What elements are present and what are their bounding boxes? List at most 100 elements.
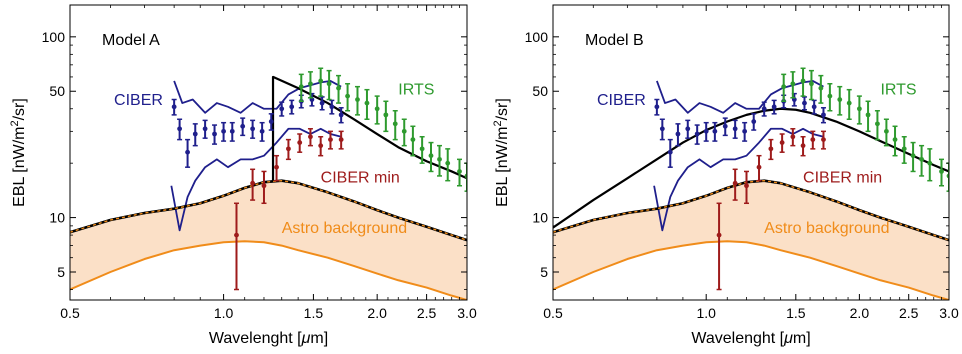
ciber-min-point xyxy=(756,154,762,182)
irts-point xyxy=(445,148,451,182)
irts-point xyxy=(901,136,907,164)
ciber-point xyxy=(667,138,673,168)
ciber-point xyxy=(771,99,777,115)
irts-point xyxy=(354,85,360,116)
ciber-point xyxy=(202,119,208,139)
panel-title: Model A xyxy=(102,32,160,49)
label-ciber: CIBER xyxy=(114,92,163,109)
astro-upper-dash xyxy=(553,179,949,241)
plot-frame xyxy=(552,4,950,301)
irts-point xyxy=(865,100,871,133)
panel-title: Model B xyxy=(585,32,644,49)
y-tick-label: 5 xyxy=(540,264,548,280)
irts-point xyxy=(419,136,425,164)
ciber-min-point xyxy=(274,154,280,182)
y-tick-label: 100 xyxy=(525,29,549,45)
ciber-point xyxy=(329,99,335,115)
irts-point xyxy=(456,158,462,187)
x-tick-label: 3.0 xyxy=(939,305,959,321)
x-tick-label: 0.5 xyxy=(60,305,80,321)
ciber-min-point xyxy=(768,138,774,161)
astro-lower-line xyxy=(70,240,467,300)
ciber-point xyxy=(811,99,817,115)
ciber-min-point xyxy=(250,168,256,201)
ciber-point xyxy=(791,92,797,107)
irts-point xyxy=(345,83,351,112)
irts-point xyxy=(410,125,416,157)
ciber-point xyxy=(319,96,325,111)
x-tick-label: 1.0 xyxy=(696,305,716,321)
y-axis-label: EBL [nW/m2/sr] xyxy=(492,98,511,207)
x-tick-label: 2.0 xyxy=(850,305,870,321)
irts-point xyxy=(939,158,945,187)
chart-panel-1: 0.5 1.0 1.5 2.0 2.5 3.0 5 10 50 100 Model A Wavelen… xyxy=(9,4,477,347)
ciber-point xyxy=(289,99,295,115)
irts-point xyxy=(846,88,852,120)
ciber-point xyxy=(171,98,177,116)
irts-point xyxy=(892,125,898,157)
astro-upper-dash xyxy=(70,179,467,241)
ciber-min-point xyxy=(810,130,816,150)
irts-point xyxy=(808,69,814,101)
ciber-point xyxy=(742,121,748,142)
ciber-point xyxy=(751,113,757,131)
ciber-min-point xyxy=(338,130,344,150)
label-irts: IRTS xyxy=(880,81,916,98)
ciber-point xyxy=(712,121,718,142)
irts-point xyxy=(883,118,889,147)
ciber-min-point xyxy=(285,138,291,161)
irts-point xyxy=(874,109,880,141)
x-axis-label: Wavelenght [μm] xyxy=(691,330,810,347)
irts-point xyxy=(837,85,843,116)
label-astro: Astro background xyxy=(282,220,407,237)
ciber-min-series xyxy=(716,128,826,291)
irts-point xyxy=(318,67,324,97)
ciber-point xyxy=(732,119,738,139)
label-irts: IRTS xyxy=(398,81,434,98)
ciber-min-point xyxy=(716,202,722,291)
label-ciber-min: CIBER min xyxy=(803,170,882,187)
model-line xyxy=(553,107,949,229)
ciber-point xyxy=(338,107,344,124)
irts-point xyxy=(307,71,313,99)
ciber-min-series xyxy=(233,128,344,291)
ciber-point xyxy=(820,107,826,124)
irts-point xyxy=(298,73,304,103)
ciber-point xyxy=(761,101,767,117)
label-ciber: CIBER xyxy=(597,92,646,109)
irts-point xyxy=(374,95,380,125)
ciber-min-point xyxy=(743,170,749,205)
ciber-point xyxy=(675,123,681,147)
irts-point xyxy=(919,144,925,177)
y-tick-label: 50 xyxy=(532,83,548,99)
irts-point xyxy=(910,141,916,173)
ciber-point xyxy=(654,98,660,116)
ciber-min-point xyxy=(732,168,738,201)
ciber-point xyxy=(259,121,265,142)
ciber-point xyxy=(801,96,807,111)
ciber-min-point xyxy=(790,128,796,147)
ciber-point xyxy=(685,119,691,139)
x-tick-label: 1.5 xyxy=(786,305,806,321)
ciber-min-point xyxy=(820,130,826,150)
y-tick-label: 10 xyxy=(49,210,65,226)
x-tick-label: 1.5 xyxy=(304,305,324,321)
irts-point xyxy=(428,141,434,173)
irts-point xyxy=(383,100,389,133)
ciber-point xyxy=(659,118,665,141)
irts-series xyxy=(781,67,949,192)
irts-point xyxy=(326,69,332,101)
irts-series xyxy=(298,67,467,192)
y-tick-label: 10 xyxy=(532,210,548,226)
ciber-point xyxy=(192,123,198,147)
ciber-min-point xyxy=(779,133,785,153)
ciber-series xyxy=(171,92,344,168)
irts-point xyxy=(827,83,833,112)
irts-point xyxy=(781,73,787,103)
irts-point xyxy=(927,148,933,182)
ciber-min-point xyxy=(800,136,806,157)
ciber-point xyxy=(694,124,700,145)
ciber-lower-line xyxy=(170,127,342,232)
irts-point xyxy=(437,144,443,177)
